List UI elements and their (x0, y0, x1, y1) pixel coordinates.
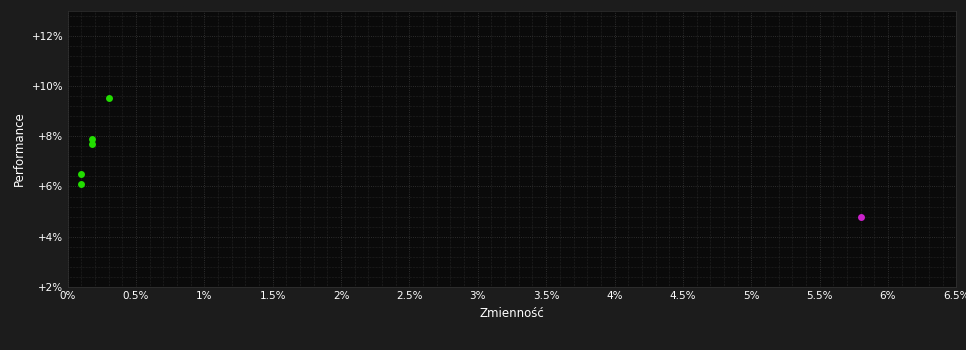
X-axis label: Zmienność: Zmienność (479, 307, 545, 320)
Y-axis label: Performance: Performance (14, 111, 26, 186)
